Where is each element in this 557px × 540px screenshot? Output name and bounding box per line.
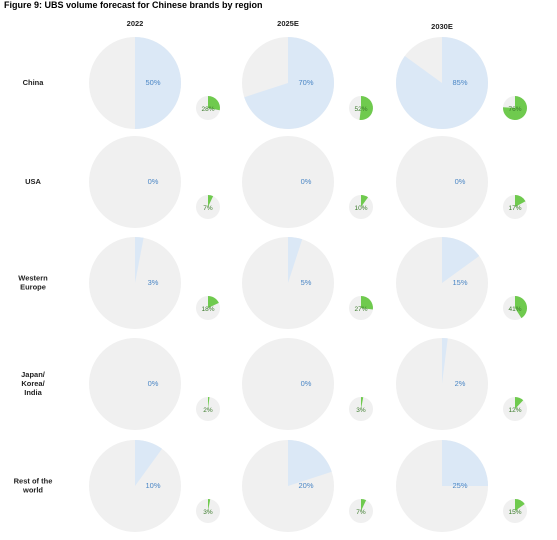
big-pie-bg-3-0 bbox=[89, 338, 181, 430]
small-pie-slice-0-0 bbox=[208, 96, 221, 111]
small-pie-label-4-2: 15% bbox=[508, 509, 521, 516]
small-pie-slice-3-2 bbox=[515, 397, 524, 409]
small-pie-slice-4-1 bbox=[361, 499, 367, 511]
big-pie-label-0-2: 85% bbox=[452, 78, 467, 87]
row-label-4: Rest of the world bbox=[14, 477, 53, 495]
small-pie-slice-4-0 bbox=[208, 499, 211, 511]
small-pie-label-0-1: 52% bbox=[354, 106, 367, 113]
big-pie-slice-2-0 bbox=[135, 237, 144, 283]
big-pie-label-1-1: 0% bbox=[301, 177, 312, 186]
big-pie-slice-0-2 bbox=[396, 36, 489, 129]
big-pie-slice-2-2 bbox=[442, 237, 480, 283]
small-pie-label-1-1: 10% bbox=[354, 205, 367, 212]
big-pie-label-3-0: 0% bbox=[148, 379, 159, 388]
small-pie-slice-1-0 bbox=[208, 195, 214, 207]
big-pie-bg-1-0 bbox=[89, 136, 181, 228]
small-pie-label-0-2: 76% bbox=[508, 106, 521, 113]
small-pie-slice-0-1 bbox=[359, 96, 373, 120]
small-pie-slice-3-0 bbox=[208, 396, 210, 409]
row-label-2: Western Europe bbox=[18, 274, 48, 292]
small-pie-label-3-1: 3% bbox=[356, 407, 366, 414]
small-pie-slice-1-1 bbox=[361, 195, 369, 207]
big-pie-label-3-2: 2% bbox=[455, 379, 466, 388]
small-pie-label-1-2: 17% bbox=[508, 205, 521, 212]
big-pie-label-2-1: 5% bbox=[301, 278, 312, 287]
small-pie-label-2-2: 41% bbox=[508, 306, 521, 313]
big-pie-slice-0-1 bbox=[244, 37, 335, 129]
small-pie-label-0-0: 28% bbox=[201, 106, 214, 113]
big-pie-label-4-0: 10% bbox=[145, 481, 160, 490]
row-label-0: China bbox=[23, 78, 45, 87]
small-pie-slice-3-1 bbox=[361, 396, 364, 409]
chart-title: Figure 9: UBS volume forecast for Chines… bbox=[4, 0, 263, 10]
small-pie-label-2-1: 27% bbox=[354, 306, 367, 313]
big-pie-label-2-0: 3% bbox=[148, 278, 159, 287]
small-pie-slice-2-0 bbox=[208, 296, 219, 308]
big-pie-label-1-2: 0% bbox=[455, 177, 466, 186]
small-pie-label-4-0: 3% bbox=[203, 509, 213, 516]
small-pie-label-3-0: 2% bbox=[203, 407, 213, 414]
row-label-3: Japan/Korea/India bbox=[21, 370, 46, 397]
small-pie-slice-2-2 bbox=[515, 296, 527, 319]
big-pie-slice-3-2 bbox=[442, 337, 448, 384]
small-pie-slice-2-1 bbox=[361, 296, 374, 310]
small-pie-label-4-1: 7% bbox=[356, 509, 366, 516]
big-pie-bg-3-1 bbox=[242, 338, 334, 430]
small-pie-slice-1-2 bbox=[515, 195, 526, 207]
small-pie-slice-4-2 bbox=[515, 499, 525, 511]
column-label-2022: 2022 bbox=[127, 19, 144, 28]
big-pie-label-0-1: 70% bbox=[298, 78, 313, 87]
row-label-1: USA bbox=[25, 177, 41, 186]
big-pie-bg-1-1 bbox=[242, 136, 334, 228]
big-pie-label-4-2: 25% bbox=[452, 481, 467, 490]
big-pie-label-0-0: 50% bbox=[145, 78, 160, 87]
small-pie-slice-0-2 bbox=[502, 96, 527, 121]
big-pie-label-2-2: 15% bbox=[452, 278, 467, 287]
column-label-2030e: 2030E bbox=[431, 22, 453, 31]
big-pie-slice-4-2 bbox=[442, 440, 488, 486]
big-pie-label-4-1: 20% bbox=[298, 481, 313, 490]
big-pie-slice-2-1 bbox=[288, 237, 303, 283]
big-pie-slice-4-1 bbox=[288, 440, 332, 486]
big-pie-bg-1-2 bbox=[396, 136, 488, 228]
big-pie-slice-0-0 bbox=[135, 37, 181, 129]
column-label-2025e: 2025E bbox=[277, 19, 299, 28]
small-pie-label-1-0: 7% bbox=[203, 205, 213, 212]
small-pie-label-3-2: 12% bbox=[508, 407, 521, 414]
big-pie-slice-4-0 bbox=[135, 440, 163, 486]
small-pie-label-2-0: 18% bbox=[201, 306, 214, 313]
big-pie-label-1-0: 0% bbox=[148, 177, 159, 186]
big-pie-label-3-1: 0% bbox=[301, 379, 312, 388]
